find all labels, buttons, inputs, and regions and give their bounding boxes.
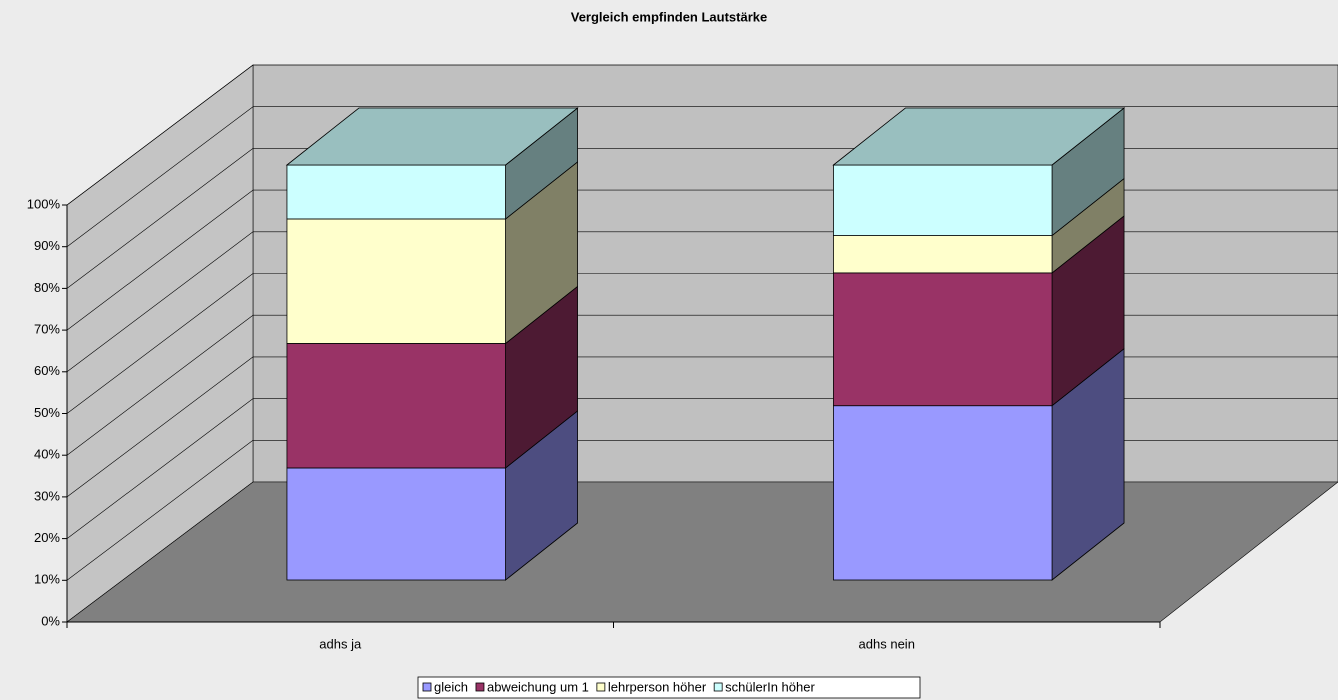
grid-line <box>66 231 254 373</box>
grid-line <box>66 273 254 414</box>
bar-segment <box>833 164 1053 236</box>
legend-box <box>417 676 921 699</box>
y-tick-label: 100% <box>27 196 61 211</box>
bar-segment <box>286 467 506 581</box>
legend-label: abweichung um 1 <box>487 679 589 694</box>
y-tick-label: 40% <box>34 447 60 462</box>
legend-swatch <box>422 682 432 692</box>
y-tick-label: 80% <box>34 280 60 295</box>
y-tick-label: 10% <box>34 572 60 587</box>
y-tick-label: 70% <box>34 322 60 337</box>
grid-line <box>66 398 254 539</box>
x-tick-label: adhs nein <box>859 636 915 651</box>
legend-swatch <box>596 682 606 692</box>
legend-label: lehrperson höher <box>608 679 707 694</box>
grid-line <box>66 64 254 206</box>
grid-line <box>66 189 254 331</box>
grid-line <box>66 440 254 581</box>
bar-segment <box>833 272 1053 407</box>
bar-segment <box>833 235 1053 274</box>
grid-line <box>66 106 254 247</box>
bar-top <box>832 107 1126 166</box>
legend-label: schülerIn höher <box>725 679 815 694</box>
legend-label: gleich <box>434 679 468 694</box>
y-tick-label: 20% <box>34 530 60 545</box>
y-tick-label: 60% <box>34 363 60 378</box>
x-tick-label: adhs ja <box>319 636 362 651</box>
chart-title: Vergleich empfinden Lautstärke <box>571 9 768 24</box>
y-tick-label: 0% <box>41 613 60 628</box>
legend-swatch <box>475 682 485 692</box>
legend-swatch <box>713 682 723 692</box>
y-tick-label: 50% <box>34 405 60 420</box>
bar-segment <box>286 164 506 220</box>
grid-line <box>66 314 254 456</box>
y-tick-label: 30% <box>34 488 60 503</box>
grid-line <box>66 356 254 498</box>
grid-line <box>66 148 254 289</box>
floor <box>66 481 1338 623</box>
bar-top <box>285 107 579 166</box>
bar-segment <box>833 405 1053 581</box>
bar-segment <box>286 218 506 344</box>
bar-segment <box>286 343 506 469</box>
y-tick-label: 90% <box>34 238 60 253</box>
